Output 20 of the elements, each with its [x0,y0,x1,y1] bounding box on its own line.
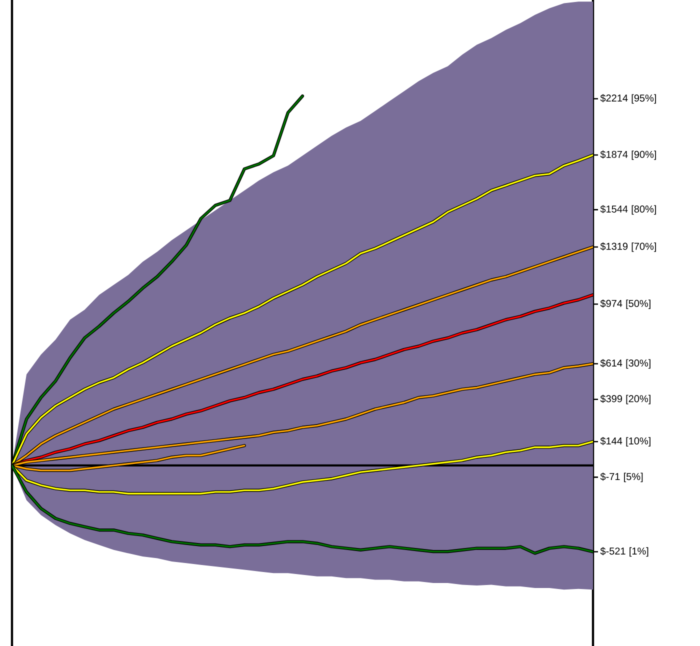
text: [10%] [626,437,650,446]
y-tick-label: $-71 [600,472,620,481]
y-tick-label: $144 [600,436,622,446]
y-tick-label: $399 [600,394,622,403]
y-tick-label: $1874 [600,150,628,159]
y-tick-label: $1319 [600,242,628,250]
y-tick-label: $1544 [600,205,628,214]
text: [5%] [624,472,643,482]
y-tick-label: $-521 [600,547,626,556]
text: [95%] [632,94,656,104]
y-tick-label: $974 [600,300,622,308]
text: [1%] [630,547,648,557]
y-tick-label: $614 [600,359,622,368]
text: [90%] [632,150,656,160]
text: [70%] [632,242,656,252]
text: [20%] [626,394,650,404]
text: [50%] [626,300,650,309]
y-tick-label: $2214 [600,94,628,102]
text: [30%] [626,359,650,369]
text: [80%] [632,205,656,215]
